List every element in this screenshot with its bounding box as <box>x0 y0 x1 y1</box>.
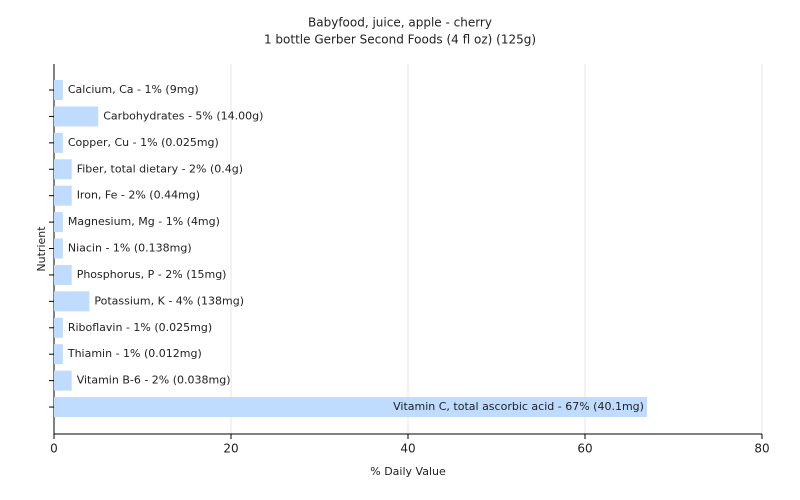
bar <box>54 370 72 391</box>
bar <box>54 291 90 312</box>
bar <box>54 397 647 418</box>
value-label: Vitamin C, total ascorbic acid - 67% (40… <box>393 400 644 413</box>
value-label: Copper, Cu - 1% (0.025mg) <box>68 136 219 149</box>
bar <box>54 132 63 153</box>
value-label: Calcium, Ca - 1% (9mg) <box>68 83 199 96</box>
chart-subtitle: 1 bottle Gerber Second Foods (4 fl oz) (… <box>264 33 536 47</box>
value-label: Potassium, K - 4% (138mg) <box>94 294 244 307</box>
value-label: Thiamin - 1% (0.012mg) <box>67 347 202 360</box>
bar <box>54 106 99 127</box>
value-label: Fiber, total dietary - 2% (0.4g) <box>77 162 243 175</box>
chart-title: Babyfood, juice, apple - cherry <box>308 16 492 30</box>
value-label: Riboflavin - 1% (0.025mg) <box>68 321 212 334</box>
bar <box>54 317 63 338</box>
value-label: Phosphorus, P - 2% (15mg) <box>77 268 227 281</box>
value-label: Vitamin B-6 - 2% (0.038mg) <box>77 374 231 387</box>
x-tick-label: 0 <box>50 442 58 456</box>
bar <box>54 80 63 100</box>
bar <box>54 159 72 180</box>
bar <box>54 344 63 365</box>
x-tick-label: 20 <box>223 442 238 456</box>
value-label: Niacin - 1% (0.138mg) <box>68 242 192 255</box>
x-axis-label: % Daily Value <box>370 465 446 478</box>
bar <box>54 264 72 285</box>
value-label: Iron, Fe - 2% (0.44mg) <box>77 189 200 202</box>
bar <box>54 238 63 259</box>
bar <box>54 185 72 206</box>
bar <box>54 212 63 233</box>
y-axis-label: Nutrient <box>35 226 48 272</box>
x-tick-label: 60 <box>577 442 592 456</box>
x-tick-label: 40 <box>400 442 415 456</box>
value-label: Magnesium, Mg - 1% (4mg) <box>68 215 220 228</box>
x-tick-label: 80 <box>754 442 769 456</box>
value-label: Carbohydrates - 5% (14.00g) <box>103 109 263 122</box>
